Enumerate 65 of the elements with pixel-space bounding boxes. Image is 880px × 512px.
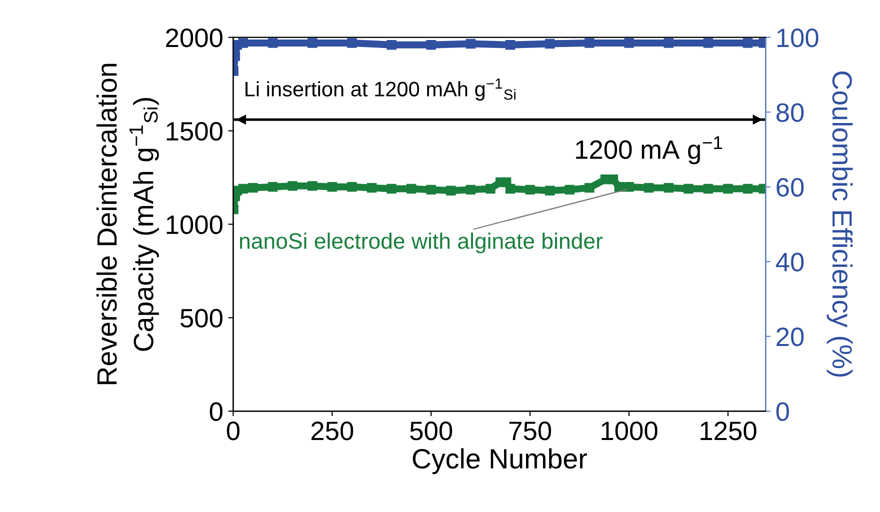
- annotation: Li insertion at 1200 mAh g$^{−1}$$_{Si}$: [246, 78, 516, 101]
- point: [366, 182, 377, 193]
- point: [742, 184, 753, 194]
- point: [486, 184, 496, 194]
- y-tick-label: 1000: [166, 215, 222, 234]
- x-tick-label: 1000: [602, 422, 658, 440]
- y2-tick-label: 100: [777, 28, 818, 48]
- point: [466, 38, 476, 49]
- y2-tick-label: 20: [776, 328, 804, 346]
- y-axis-title: Reversible Deintercalation Capacity (mAh g$^{−1}$$_{Si}$): [96, 64, 159, 384]
- point: [327, 182, 338, 192]
- point: [608, 174, 618, 184]
- point: [466, 184, 476, 195]
- x-axis-title: Cycle Number: [412, 448, 587, 474]
- point: [703, 184, 714, 194]
- point: [446, 186, 456, 196]
- point: [505, 40, 516, 50]
- y-tick-label: 1500: [166, 122, 222, 141]
- point: [505, 184, 516, 194]
- x-tick-label: 0: [226, 422, 240, 440]
- point: [703, 38, 714, 48]
- point: [614, 182, 624, 192]
- annotation: nanoSi electrode with alginate binder: [240, 232, 603, 254]
- point: [347, 182, 357, 192]
- point: [684, 184, 694, 194]
- point: [268, 38, 278, 48]
- point: [584, 38, 594, 48]
- point: [238, 184, 248, 194]
- y2-tick-label: 80: [776, 103, 804, 122]
- x-tick-label: 250: [311, 422, 354, 440]
- point: [308, 38, 318, 48]
- point: [624, 38, 634, 48]
- point: [268, 182, 278, 192]
- point: [426, 184, 436, 195]
- point: [248, 182, 258, 193]
- point: [347, 38, 357, 48]
- point: [584, 182, 594, 193]
- x-tick-label: 500: [410, 422, 452, 440]
- y2-tick-label: 40: [776, 252, 804, 272]
- point: [723, 184, 733, 194]
- point: [545, 38, 555, 49]
- point: [742, 38, 753, 48]
- ref-line-label: 1200 mA g$^{−1}$: [576, 136, 722, 164]
- point: [426, 40, 436, 50]
- point: [288, 181, 298, 191]
- point: [386, 40, 396, 50]
- point: [525, 184, 535, 195]
- y2-tick-label: 0: [776, 402, 789, 421]
- point: [406, 184, 416, 194]
- point: [386, 184, 396, 194]
- point: [238, 38, 248, 48]
- point: [564, 184, 575, 195]
- x-tick-label: 1250: [700, 422, 756, 440]
- y-tick-label: 500: [180, 308, 222, 328]
- y2-tick-label: 60: [776, 178, 804, 197]
- point: [545, 186, 555, 196]
- point: [308, 181, 318, 191]
- x-tick-label: 750: [509, 422, 552, 440]
- y-tick-label: 0: [210, 402, 222, 421]
- point: [664, 182, 674, 193]
- point: [624, 182, 634, 192]
- y2-axis-title: Coulombic Efficiency (%): [826, 72, 853, 377]
- point: [664, 38, 674, 48]
- point: [644, 182, 654, 193]
- y-tick-label: 2000: [166, 28, 222, 48]
